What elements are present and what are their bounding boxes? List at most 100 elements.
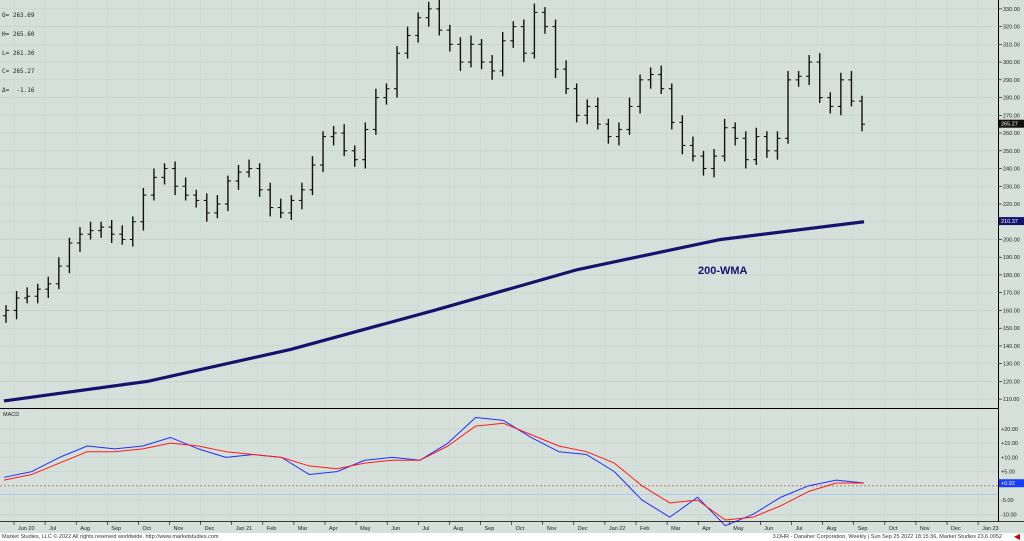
ohlc-bar xyxy=(383,83,390,105)
ohlc-bar xyxy=(341,124,348,157)
time-tick-label: Oct xyxy=(142,526,151,532)
macd-tick-label: +20.00 xyxy=(1001,427,1018,433)
ohlc-bar xyxy=(816,53,823,103)
price-tick-label: 230.00 xyxy=(1003,184,1020,190)
wma-200-line xyxy=(3,220,865,403)
ohlc-bar xyxy=(763,131,770,158)
time-tick-label: May xyxy=(733,526,744,532)
time-tick-label: Mar xyxy=(298,526,308,532)
macd-title: MACD xyxy=(3,412,19,418)
time-tick-label: Apr xyxy=(329,526,338,532)
ohlc-open: O= 263.69 xyxy=(2,12,35,20)
ohlc-bar xyxy=(489,54,496,80)
time-tick-label: Nov xyxy=(920,526,930,532)
time-tick-label: Jul xyxy=(796,526,803,532)
price-tick-label: 290.00 xyxy=(1003,78,1020,84)
ohlc-bar xyxy=(721,118,728,162)
time-tick-label: Dec xyxy=(951,526,961,532)
ohlc-bar xyxy=(309,156,316,196)
price-tick-label: 140.00 xyxy=(1003,344,1020,350)
ohlc-bar xyxy=(246,159,253,178)
ohlc-bar xyxy=(605,118,612,144)
time-tick-label: Aug xyxy=(827,526,837,532)
ohlc-bar xyxy=(203,193,210,222)
ohlc-high: H= 265.60 xyxy=(2,31,35,39)
price-tick-label: 120.00 xyxy=(1003,379,1020,385)
ohlc-bar xyxy=(235,164,242,190)
macd-value-box: +0.92 xyxy=(999,479,1024,488)
price-tick-label: 270.00 xyxy=(1003,113,1020,119)
macd-tick-label: +15.00 xyxy=(1001,441,1018,447)
price-tick-label: 170.00 xyxy=(1003,291,1020,297)
time-tick-label: Dec xyxy=(205,526,215,532)
time-tick-label: Jul xyxy=(49,526,56,532)
signal-line xyxy=(3,422,864,521)
time-tick-label: Aug xyxy=(453,526,463,532)
ohlc-bar xyxy=(827,92,834,114)
time-tick-label: Sep xyxy=(858,526,868,532)
ohlc-bar xyxy=(436,0,443,36)
time-tick-label: Nov xyxy=(174,526,184,532)
ohlc-bar xyxy=(224,175,231,212)
price-tick-label: 310.00 xyxy=(1003,42,1020,48)
time-tick-label: Jul xyxy=(422,526,429,532)
ohlc-bar xyxy=(129,216,136,247)
ohlc-bar xyxy=(193,189,200,208)
price-tick-label: 190.00 xyxy=(1003,255,1020,261)
last-price-box: 265.27 xyxy=(999,119,1024,128)
svg-text:+0.92: +0.92 xyxy=(1001,481,1015,487)
time-tick-label: Sep xyxy=(485,526,495,532)
macd-tick-label: -10.00 xyxy=(1001,512,1017,518)
ohlc-bar xyxy=(711,149,718,178)
time-tick-label: Apr xyxy=(702,526,711,532)
wma-200-label: 200-WMA xyxy=(698,265,748,277)
price-tick-label: 200.00 xyxy=(1003,237,1020,243)
ohlc-bar xyxy=(785,70,792,144)
time-tick-label: Aug xyxy=(80,526,90,532)
ohlc-change: Δ= -1.16 xyxy=(2,86,35,94)
time-tick-label: Jan 23 xyxy=(982,526,999,532)
ohlc-bar xyxy=(161,163,168,185)
ohlc-bar xyxy=(742,131,749,169)
ohlc-bar xyxy=(140,188,147,231)
ohlc-bar xyxy=(425,1,432,27)
price-tick-label: 330.00 xyxy=(1003,7,1020,13)
time-tick-label: Jun xyxy=(764,526,773,532)
time-tick-label: Feb xyxy=(267,526,276,532)
ohlc-bar xyxy=(584,99,591,125)
back-arrow-icon[interactable]: ◀ xyxy=(1013,532,1020,541)
macd-tick-label: +10.00 xyxy=(1001,455,1018,461)
price-tick-label: 180.00 xyxy=(1003,273,1020,279)
time-tick-label: Jan 21 xyxy=(236,526,253,532)
ohlc-bar xyxy=(457,37,464,71)
ohlc-bar xyxy=(679,115,686,155)
ohlc-bar xyxy=(626,97,633,135)
price-tick-label: 260.00 xyxy=(1003,131,1020,137)
ohlc-bar xyxy=(13,290,20,320)
ohlc-bar xyxy=(24,287,31,304)
ohlc-bar xyxy=(55,257,62,290)
ohlc-bar xyxy=(552,19,559,79)
macd-tick-label: +5.00 xyxy=(1001,470,1015,476)
ohlc-bar xyxy=(34,283,41,304)
ohlc-bar xyxy=(256,163,263,197)
ohlc-bar xyxy=(87,221,94,240)
price-tick-label: 150.00 xyxy=(1003,326,1020,332)
ohlc-bar xyxy=(774,131,781,160)
ohlc-bar xyxy=(732,122,739,146)
time-tick-label: May xyxy=(360,526,371,532)
ohlc-bar xyxy=(806,54,813,86)
ohlc-bar xyxy=(837,72,844,116)
time-tick-label: Nov xyxy=(547,526,557,532)
ohlc-bar xyxy=(3,305,9,323)
price-tick-label: 160.00 xyxy=(1003,308,1020,314)
ohlc-bar xyxy=(214,195,221,219)
ohlc-bar xyxy=(404,26,411,59)
time-tick-label: Feb xyxy=(640,526,649,532)
ohlc-bar xyxy=(98,221,105,238)
time-tick-label: Jun 20 xyxy=(18,526,35,532)
ohlc-bar xyxy=(362,122,369,169)
ohlc-bar xyxy=(658,65,665,95)
ohlc-bar xyxy=(298,182,305,210)
ohlc-bar xyxy=(859,95,865,132)
